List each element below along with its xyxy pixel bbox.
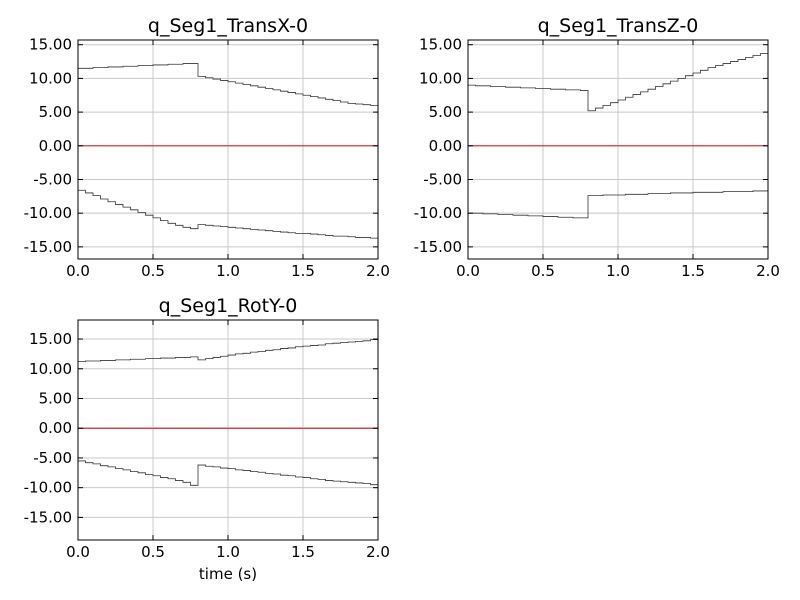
y-tick-label: 5.00 [39,389,72,407]
subplot-1: 0.0 0.5 1.0 1.5 2.0 15.00 10.00 5.00 0.00 -5.00 -1… [24,15,390,280]
y-tick-label: 0.00 [39,137,72,155]
x-tick-label: 2.0 [366,262,390,280]
y-tick-label: -10.00 [24,479,72,497]
x-tick-label: 1.0 [606,262,630,280]
y-tick-label: -10.00 [414,204,462,222]
x-tick-label: 0.0 [456,262,480,280]
chart-title: q_Seg1_TransZ-0 [538,15,699,37]
x-tick-label: 0.5 [141,543,165,561]
y-tick-label: -5.00 [33,170,72,188]
x-tick-label: 0.5 [141,262,165,280]
y-tick-label: -15.00 [24,238,72,256]
x-tick-label: 1.5 [291,543,315,561]
y-tick-label: -5.00 [33,449,72,467]
chart-title: q_Seg1_RotY-0 [159,295,298,317]
y-tick-label: 15.00 [29,36,72,54]
x-axis-label: time (s) [199,565,257,583]
series-line-1 [78,339,378,363]
y-tick-label: 15.00 [29,330,72,348]
x-tick-label: 0.0 [66,262,90,280]
series-line-1 [78,63,378,106]
y-tick-label: -5.00 [423,170,462,188]
y-tick-label: 10.00 [29,69,72,87]
subplot-2: 0.0 0.5 1.0 1.5 2.0 15.00 10.00 5.00 0.00 -5.00 -1… [414,15,780,280]
x-tick-label: 1.0 [216,262,240,280]
series-line-1 [468,53,768,112]
y-tick-label: 0.00 [429,137,462,155]
y-tick-label: -10.00 [24,204,72,222]
series-line-2 [78,460,378,486]
series-line-2 [78,189,378,239]
y-tick-label: 10.00 [29,360,72,378]
x-tick-label: 2.0 [756,262,780,280]
y-tick-label: 10.00 [419,69,462,87]
y-tick-label: 0.00 [39,419,72,437]
x-tick-label: 1.5 [681,262,705,280]
x-tick-label: 2.0 [366,543,390,561]
y-tick-label: 5.00 [39,103,72,121]
series-line-2 [468,190,768,219]
x-tick-label: 0.0 [66,543,90,561]
y-tick-label: -15.00 [24,508,72,526]
y-tick-label: 15.00 [419,36,462,54]
x-tick-label: 0.5 [531,262,555,280]
subplot-3: 0.0 0.5 1.0 1.5 2.0 15.00 10.00 5.00 0.00 -5.00 -1… [24,295,390,583]
x-tick-label: 1.5 [291,262,315,280]
y-tick-label: 5.00 [429,103,462,121]
chart-title: q_Seg1_TransX-0 [148,15,308,37]
y-tick-label: -15.00 [414,238,462,256]
x-tick-label: 1.0 [216,543,240,561]
